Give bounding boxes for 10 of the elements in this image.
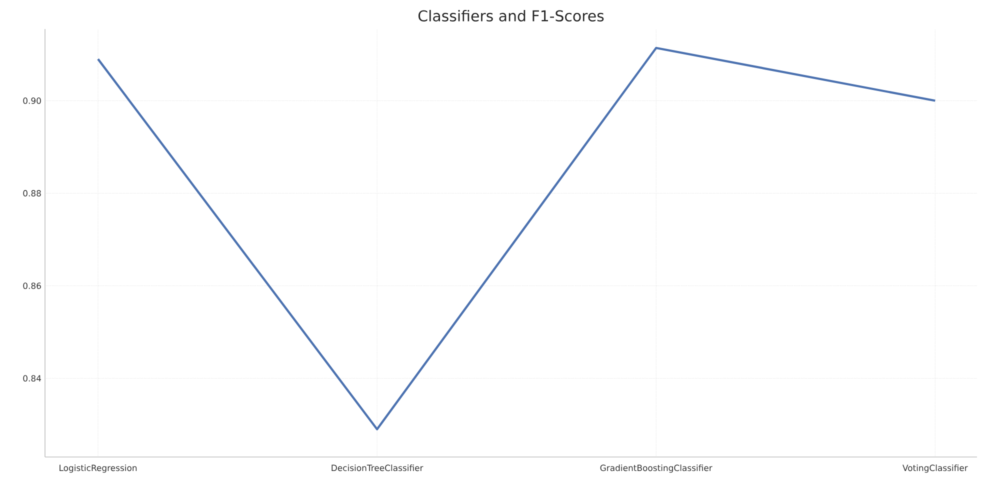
- line-series: [96, 46, 936, 430]
- y-tick-label: 0.88: [23, 190, 41, 196]
- y-tick-label: 0.84: [23, 375, 41, 382]
- chart-title: Classifiers and F1-Scores: [418, 10, 604, 22]
- x-tick-label: LogisticRegression: [60, 464, 137, 473]
- y-tick-label: 0.90: [23, 98, 41, 104]
- x-tick-label: GradientBoostingClassifier: [600, 464, 712, 473]
- x-tick-label: DecisionTreeClassifier: [332, 464, 424, 472]
- y-tick-label: 0.86: [23, 282, 41, 290]
- x-tick-label: VotingClassifier: [902, 464, 968, 473]
